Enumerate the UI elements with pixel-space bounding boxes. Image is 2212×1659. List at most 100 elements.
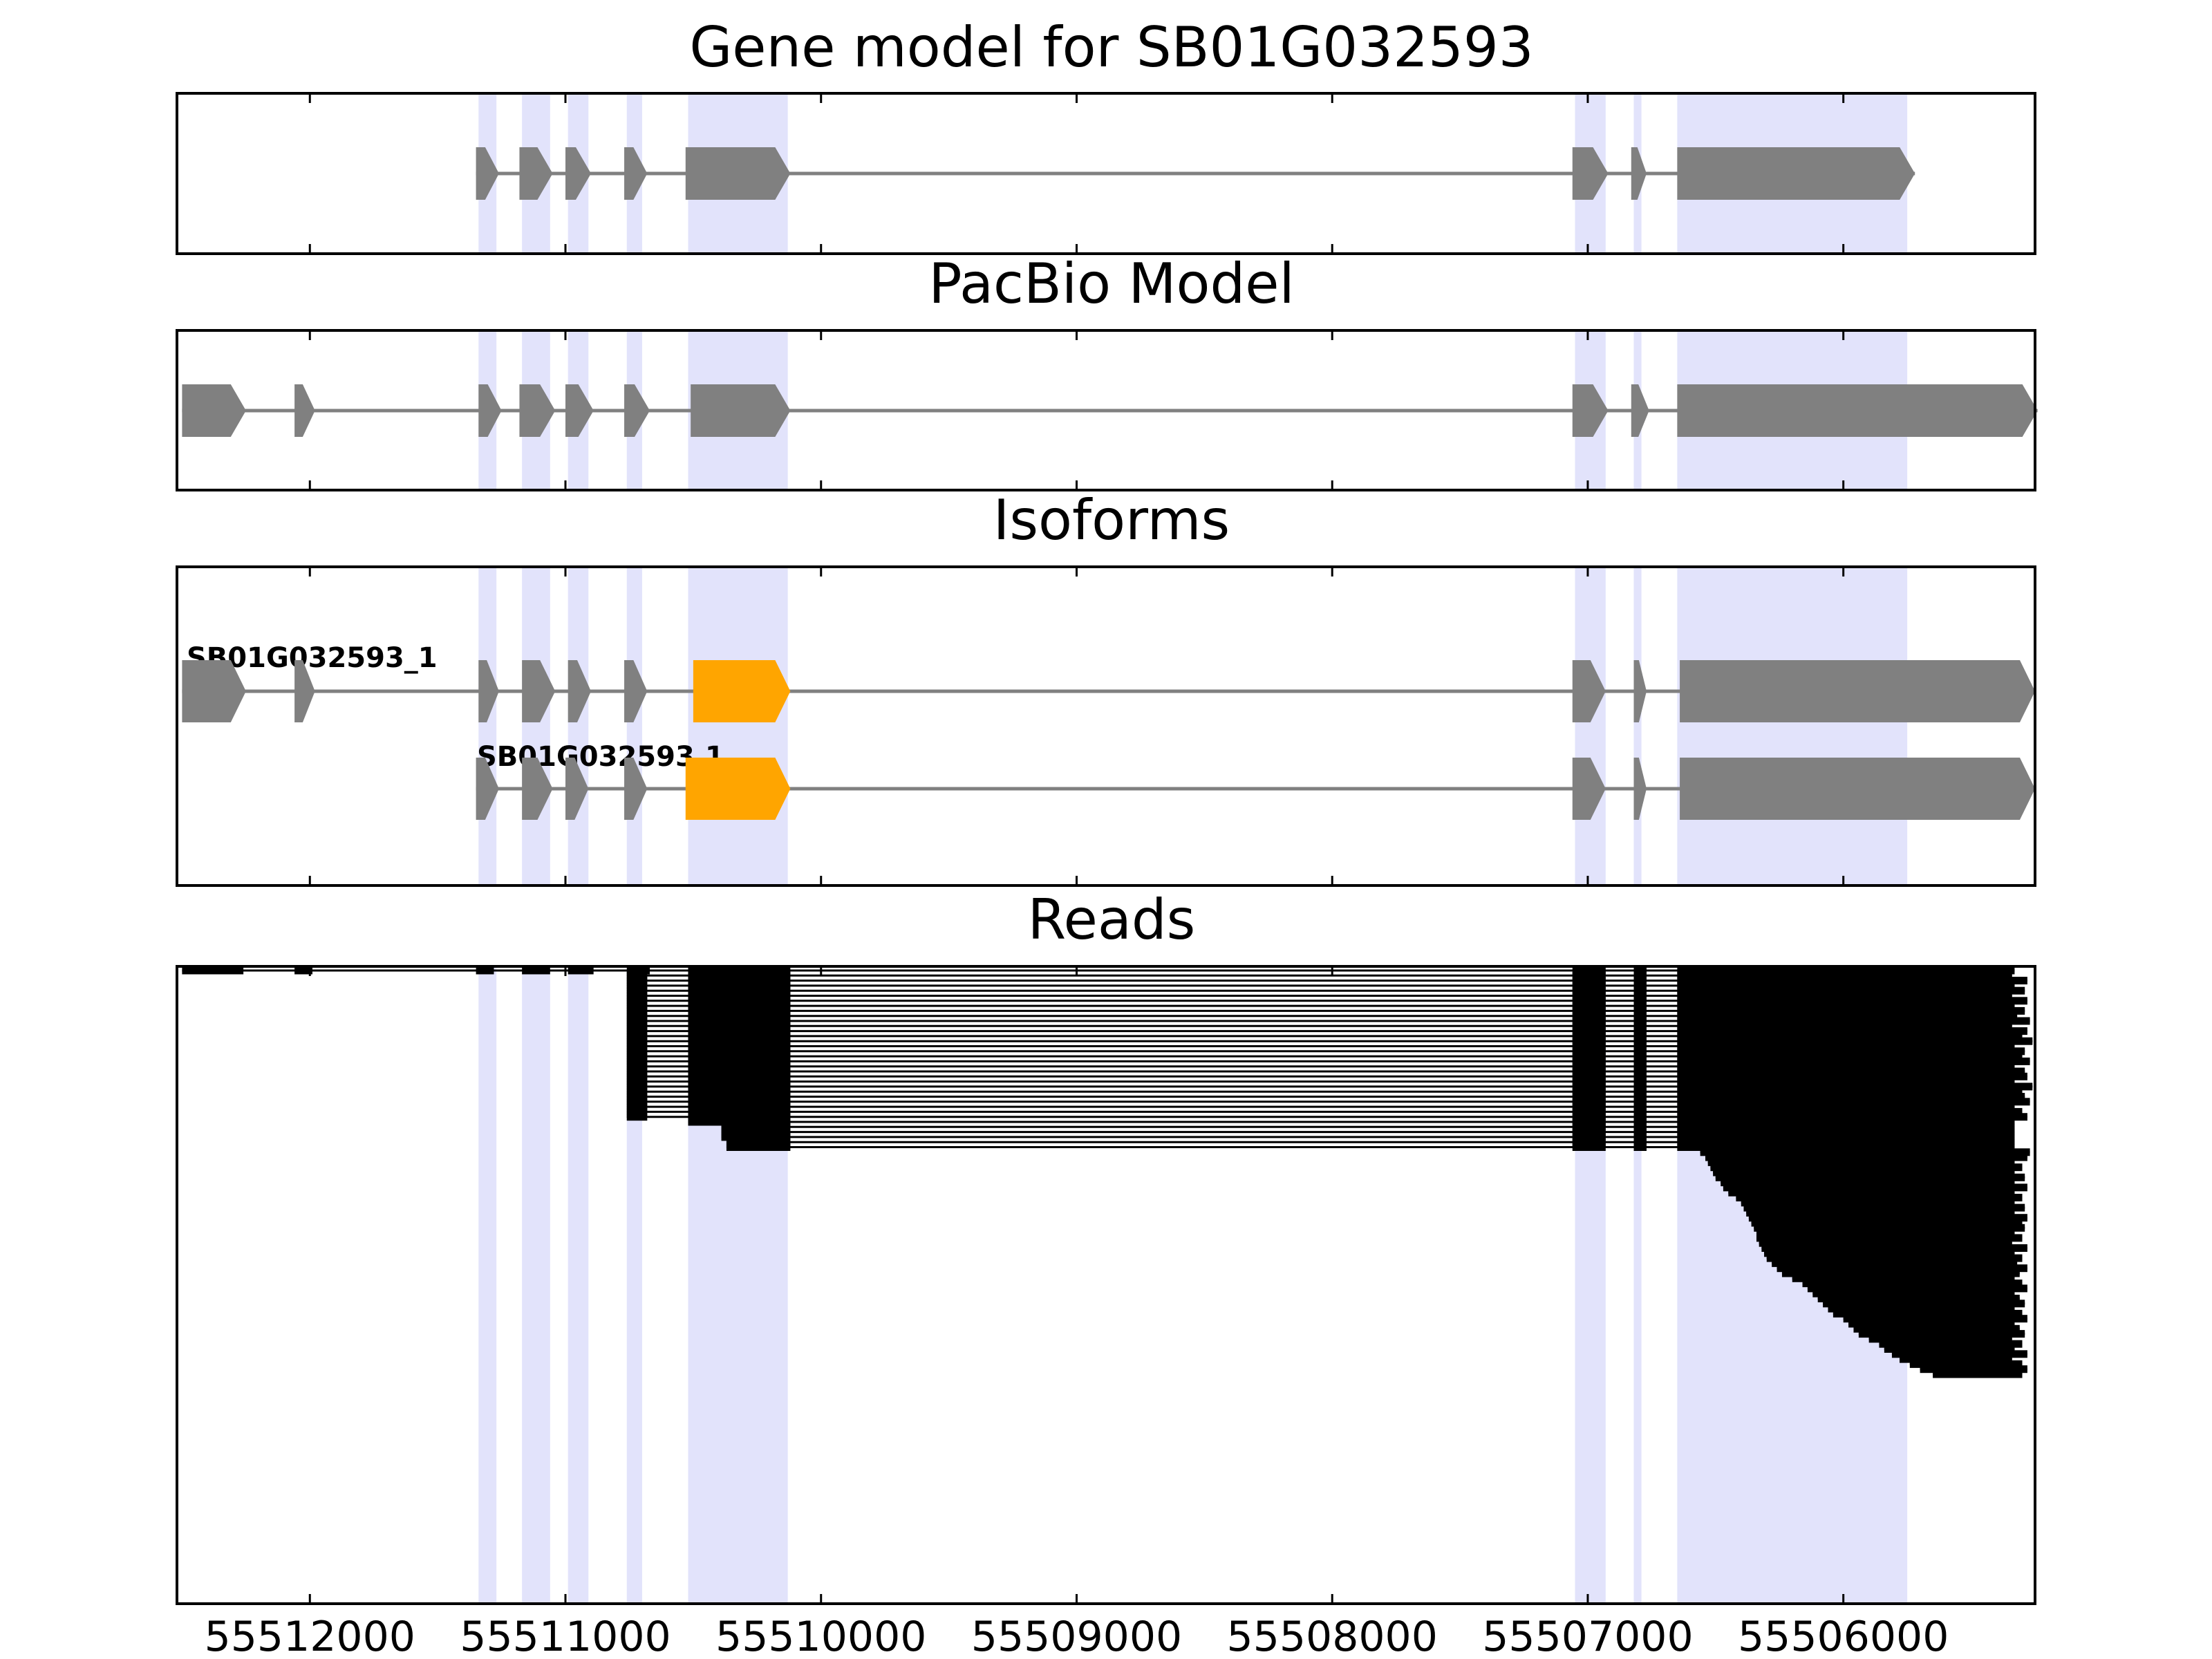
read-exon — [1677, 977, 2027, 985]
read-exon — [1572, 1072, 1606, 1080]
read-exon — [1633, 1138, 1647, 1146]
read-exon — [688, 1057, 791, 1065]
read-exon — [1868, 1335, 2012, 1343]
read-exon — [1705, 1153, 2027, 1161]
read-exon — [1909, 1360, 2023, 1368]
gene-model-exon — [519, 147, 553, 200]
isoform-1-exon — [1633, 660, 1647, 722]
read-exon — [626, 986, 648, 995]
read-exon — [1807, 1284, 2027, 1293]
read-exon — [688, 1082, 791, 1091]
read-exon — [1633, 1118, 1647, 1126]
read-exon — [1633, 1042, 1647, 1050]
shaded-region — [1677, 567, 1908, 885]
read-exon — [1677, 1017, 2030, 1025]
read-exon — [688, 1078, 791, 1086]
shaded-region — [1575, 567, 1606, 885]
gene-model-exon — [476, 147, 499, 200]
read-exon — [688, 1072, 791, 1080]
read-exon — [626, 1103, 648, 1111]
read-exon — [688, 1107, 791, 1116]
read-exon — [688, 1042, 791, 1050]
read-exon — [1633, 1078, 1647, 1086]
shaded-region-group — [478, 567, 1908, 885]
read-exon — [1677, 1098, 2030, 1106]
read-exon — [1920, 1365, 2027, 1374]
read-exon — [1736, 1194, 2023, 1201]
read-exon — [1700, 1148, 2030, 1156]
gene-model-title: Gene model for SB01G032593 — [689, 15, 1533, 79]
read-exon — [568, 966, 594, 975]
read-exon — [1721, 1179, 2015, 1187]
read-exon — [1777, 1264, 2027, 1273]
isoform-1-exon — [182, 660, 246, 722]
read-exon — [688, 1087, 791, 1096]
read-exon — [1677, 997, 2027, 1005]
read-exon — [1572, 971, 1606, 980]
read-exon — [626, 1022, 648, 1030]
read-exon — [626, 1067, 648, 1076]
read-exon — [626, 1098, 648, 1106]
isoform-2-exon — [1680, 758, 2035, 820]
read-exon — [1817, 1295, 2020, 1302]
panel-frame — [176, 92, 2036, 255]
read-exon — [1633, 1047, 1647, 1056]
read-exon — [1633, 1123, 1647, 1131]
read-exon — [522, 966, 550, 975]
read-exon — [626, 1057, 648, 1065]
read-exon — [1843, 1315, 2027, 1323]
read-exon — [626, 1027, 648, 1035]
gene-model-exon — [624, 147, 648, 200]
pacbio-model-exon — [565, 384, 594, 437]
read-exon — [626, 1113, 648, 1121]
read-exon — [626, 997, 648, 1005]
read-exon — [1633, 997, 1647, 1005]
pacbio-model-title: PacBio Model — [928, 252, 1294, 316]
read-exon — [688, 1067, 791, 1076]
read-exon — [688, 997, 791, 1005]
read-exon — [688, 1022, 791, 1030]
read-exon — [1756, 1234, 2023, 1242]
read-exon — [1572, 1052, 1606, 1060]
read-exon — [1633, 1057, 1647, 1065]
read-exon — [1677, 1093, 2025, 1100]
isoform-label-2: SB01G032593.1 — [477, 741, 724, 773]
read-exon — [1572, 1027, 1606, 1035]
read-exon — [1900, 1355, 2012, 1363]
read-exon — [1633, 1072, 1647, 1080]
read-exon — [1677, 1027, 2027, 1035]
read-exon — [688, 992, 791, 1000]
read-exon — [1766, 1254, 2023, 1262]
read-exon — [688, 1027, 791, 1035]
shaded-region — [568, 966, 589, 1604]
read-exon — [1677, 1042, 2015, 1050]
read-exon — [626, 1107, 648, 1116]
shaded-region — [688, 567, 788, 885]
read-exon — [1633, 1052, 1647, 1060]
isoform-2-exon — [522, 758, 553, 820]
isoform-1-exon — [693, 660, 791, 722]
read-exon — [1756, 1229, 2015, 1237]
read-exon — [1572, 1113, 1606, 1121]
read-exon — [1748, 1214, 2027, 1222]
read-exon — [1723, 1183, 2027, 1192]
read-exon — [688, 1093, 791, 1100]
read-exon — [626, 1032, 648, 1040]
read-exon — [626, 977, 648, 985]
read-exon — [1879, 1340, 2023, 1348]
read-exon — [1743, 1203, 2025, 1212]
read-exon — [1741, 1199, 2015, 1207]
shaded-region — [478, 966, 497, 1604]
read-exon — [688, 1012, 791, 1020]
read-exon — [626, 966, 650, 975]
read-exon — [1572, 1042, 1606, 1050]
read-exon — [1677, 1022, 2012, 1030]
read-exon — [182, 966, 244, 975]
read-exon — [1933, 1370, 2023, 1378]
x-tick-label: 55512000 — [205, 1613, 415, 1659]
isoforms-panel: Isoforms SB01G032593_1 SB01G032593.1 — [176, 488, 2036, 887]
read-exon — [1677, 1078, 2015, 1086]
read-exon — [688, 971, 791, 980]
read-exon — [626, 1042, 648, 1050]
